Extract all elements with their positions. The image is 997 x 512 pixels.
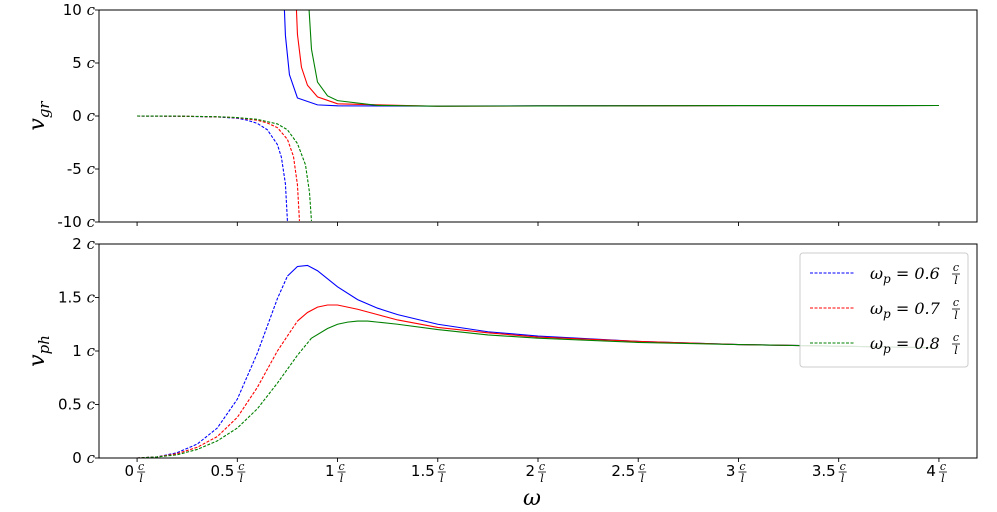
x-tick-label: 1 [325,462,335,480]
x-tick-unit-num: c [338,460,344,473]
x-tick-label: 1.5 [411,462,435,480]
series-solid-2 [308,10,939,107]
y-tick-label: -10 c [57,213,95,231]
legend-box [799,252,969,368]
legend-label: ωp = 0.8 [870,334,940,356]
y-tick-label: 2 c [72,235,95,253]
x-tick-unit-num: c [439,460,445,473]
series-dashed-2 [137,115,313,221]
x-tick-unit-den: l [139,472,143,485]
series-dashed-1 [137,115,301,221]
x-tick-unit-num: c [840,460,846,473]
x-axis-label: ω [523,486,541,511]
x-tick-unit-den: l [540,472,544,485]
x-tick-unit-den: l [841,472,845,485]
series-dashed-1 [137,320,298,458]
y-tick-label: 5 c [72,54,95,72]
x-tick-label: 3.5 [812,462,836,480]
x-tick-unit-num: c [238,460,244,473]
x-tick-unit-den: l [240,472,244,485]
x-tick-label: 3 [726,462,736,480]
legend-unit-den: l [954,274,958,287]
y-tick-label: 0.5 c [58,396,96,414]
x-tick-unit-num: c [138,460,144,473]
plot-frame [98,243,978,459]
legend-unit-num: c [953,296,959,309]
x-tick-unit-den: l [640,472,644,485]
y-tick-label: 0 c [72,449,95,467]
legend-unit-den: l [954,344,958,357]
x-tick-label: 2.5 [611,462,635,480]
series-solid-0 [283,10,939,107]
series-dashed-0 [137,115,288,221]
series-solid-2 [311,320,939,349]
x-tick-unit-num: c [539,460,545,473]
panel-vgr: 10 c 5 c 0 c -5 c -10 c vgr [25,1,978,231]
legend-unit-num: c [953,331,959,344]
x-tick-labels: 0 cl 0.5 cl 1 cl 1.5 cl 2 cl 2.5 cl 3 cl 3.5 cl 4 cl [125,460,947,485]
legend-unit-den: l [954,309,958,322]
x-tick-label: 4 [926,462,936,480]
series-group [137,264,939,458]
y-axis-label: vgr [25,101,53,131]
legend-unit-num: c [953,261,959,274]
x-tick-unit-num: c [739,460,745,473]
y-axis-label: vph [25,335,53,367]
y-tick-label: 1 c [72,342,95,360]
x-tick-unit-den: l [941,472,945,485]
x-tick-label: 2 [525,462,535,480]
y-tick-label: 1.5 c [58,289,96,307]
y-tick-label: -5 c [67,160,96,178]
x-tick-unit-num: c [639,460,645,473]
x-tick-unit-num: c [940,460,946,473]
y-tick-label: 10 c [63,1,96,19]
series-dashed-0 [137,275,288,458]
legend-label: ωp = 0.6 [870,264,940,286]
x-tick-unit-den: l [340,472,344,485]
series-group [137,10,939,221]
x-tick-unit-den: l [440,472,444,485]
legend-label: ωp = 0.7 [870,299,941,321]
series-dashed-2 [137,337,312,458]
plot-frame [98,9,978,223]
series-solid-1 [295,10,939,107]
x-tick-label: 0.5 [210,462,234,480]
x-tick-unit-den: l [741,472,745,485]
y-tick-label: 0 c [72,107,95,125]
x-tick-label: 0 [125,462,135,480]
